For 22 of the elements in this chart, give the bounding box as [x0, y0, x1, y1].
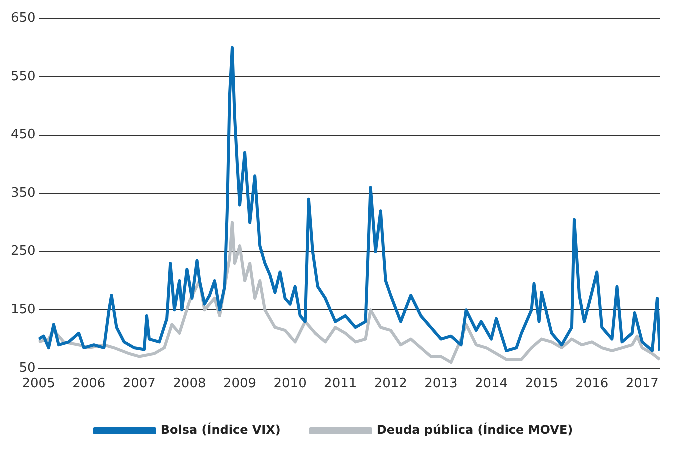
y-tick-label: 350	[10, 186, 36, 201]
x-tick-label: 2014	[474, 376, 508, 392]
x-tick-label: 2005	[22, 376, 56, 392]
y-tick-label: 550	[10, 69, 36, 84]
y-tick-label: 50	[19, 360, 36, 376]
x-tick-label: 2006	[72, 376, 106, 392]
x-tick-label: 2013	[424, 376, 458, 392]
x-tick-label: 2017	[626, 376, 659, 392]
y-tick-label: 650	[10, 11, 36, 26]
x-tick-label: 2008	[173, 376, 206, 392]
x-tick-label: 2009	[223, 376, 257, 392]
y-tick-label: 450	[10, 128, 36, 143]
x-tick-label: 2015	[525, 376, 558, 392]
y-tick-label: 250	[10, 244, 36, 260]
legend-label: Deuda pública (Índice MOVE)	[376, 422, 574, 438]
x-tick-label: 2010	[274, 376, 307, 392]
legend-label: Bolsa (Índice VIX)	[160, 422, 281, 438]
y-tick-label: 150	[10, 302, 36, 318]
x-tick-label: 2016	[576, 376, 609, 392]
x-tick-label: 2007	[122, 376, 156, 392]
x-tick-label: 2011	[324, 376, 358, 392]
x-tick-label: 2012	[374, 376, 408, 392]
